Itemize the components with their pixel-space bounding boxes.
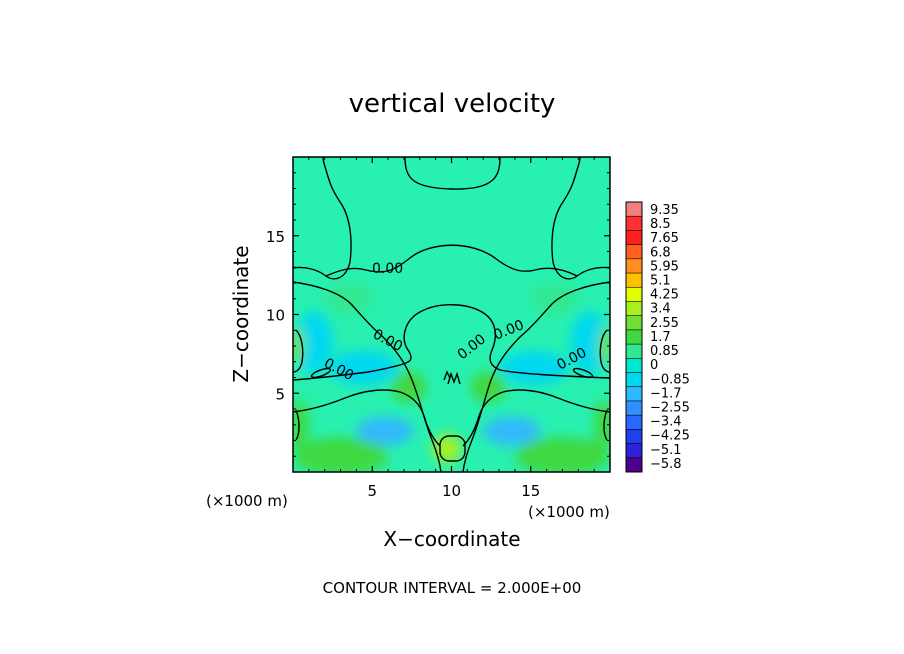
colorbar-swatch <box>626 244 642 260</box>
x-tick-label: 15 <box>521 482 540 500</box>
colorbar-swatch <box>626 202 642 217</box>
contour-line <box>293 304 610 381</box>
colorbar-label: 4.25 <box>650 288 679 303</box>
field-background <box>293 157 610 472</box>
colorbar-swatch <box>626 230 642 246</box>
colorbar-label: −1.7 <box>650 386 682 401</box>
contour-line <box>439 435 466 462</box>
field-patch <box>598 327 610 365</box>
colorbar-label: 6.8 <box>650 245 671 260</box>
contour-line <box>599 329 610 373</box>
colorbar-label: 5.1 <box>650 274 671 289</box>
contour-line <box>443 370 451 381</box>
colorbar-swatch <box>626 457 642 473</box>
y-tick-label: 15 <box>266 228 285 246</box>
x-axis-unit-left: (×1000 m) <box>206 492 288 510</box>
colorbar-frame <box>625 201 643 473</box>
y-tick-label: 10 <box>266 307 285 325</box>
colorbar-label: −4.25 <box>650 429 690 444</box>
contour-line <box>293 389 441 447</box>
field-patch <box>293 437 389 472</box>
colorbar-swatch <box>626 386 642 402</box>
field-patch <box>432 434 462 463</box>
colorbar-swatch <box>626 372 642 388</box>
x-axis: 5 10 15 <box>308 157 595 500</box>
contour-line <box>310 367 332 379</box>
colorbar-label: −2.55 <box>650 400 690 415</box>
contour-line <box>572 367 594 379</box>
contour-line <box>404 157 501 190</box>
colorbar-swatch <box>626 429 642 445</box>
y-axis: 5 10 15 <box>266 172 610 457</box>
colorbar-label: 2.55 <box>650 316 679 331</box>
contour-line <box>325 244 578 277</box>
plot-area: 0.00 0.00 0.00 0.00 0.00 0.00 <box>293 157 610 472</box>
chart-title: vertical velocity <box>349 89 556 119</box>
colorbar-swatch <box>626 400 642 416</box>
contour-line <box>603 409 608 441</box>
field-patch <box>570 311 609 375</box>
colorbar-label: 0 <box>650 358 658 373</box>
field-patch <box>293 327 305 365</box>
colorbar-swatch <box>626 329 642 345</box>
x-tick-label: 10 <box>442 482 461 500</box>
colorbar-label: 1.7 <box>650 330 671 345</box>
colorbar-label: −5.8 <box>650 457 682 472</box>
field-patch <box>391 371 427 403</box>
colorbar-label: 9.35 <box>650 203 679 218</box>
field-patch <box>530 283 579 315</box>
contour-line <box>462 281 610 472</box>
x-tick-label: 5 <box>367 482 377 500</box>
contour-line <box>293 281 442 472</box>
colorbar-swatch <box>626 273 642 288</box>
field-patch <box>499 350 569 386</box>
y-tick-label: 5 <box>275 385 285 403</box>
contour-interval-note: CONTOUR INTERVAL = 2.000E+00 <box>323 579 582 597</box>
y-axis-label: Z−coordinate <box>229 245 253 382</box>
colorbar-label: −5.1 <box>650 443 682 458</box>
contour-lines <box>293 157 610 472</box>
colorbar-label: 5.95 <box>650 259 679 274</box>
colorbar-label: −3.4 <box>650 415 682 430</box>
colorbar-label: 3.4 <box>650 302 671 317</box>
colorbar-swatch <box>626 344 642 359</box>
contour-line <box>462 389 610 447</box>
field-patch <box>514 437 610 472</box>
colorbar-label: 7.65 <box>650 231 679 246</box>
x-axis-label: X−coordinate <box>383 527 520 551</box>
contour-label: 0.00 <box>372 261 403 277</box>
contour-line <box>293 157 352 280</box>
field-patch <box>294 311 333 375</box>
field-patch <box>470 371 506 403</box>
colorbar-swatch <box>626 358 642 374</box>
colorbar-label: 0.85 <box>650 344 679 359</box>
colorbar-swatch <box>626 258 642 274</box>
colorbar-swatch <box>626 216 642 231</box>
colorbar-swatch <box>626 315 642 331</box>
x-axis-unit-right: (×1000 m) <box>528 503 610 521</box>
colorbar-swatch <box>626 287 642 302</box>
colorbar-swatch <box>626 415 642 430</box>
colorbar-label: −0.85 <box>650 372 690 387</box>
colorbar-swatch <box>626 301 642 317</box>
colorbar: 9.358.57.656.85.955.14.253.42.551.70.850… <box>625 201 690 473</box>
contour-line <box>295 409 300 441</box>
field-patch <box>329 350 400 386</box>
colorbar-label: 8.5 <box>650 217 671 232</box>
field-patch <box>483 416 541 446</box>
field-patch <box>324 283 373 315</box>
field-patch <box>356 416 414 446</box>
contour-line <box>551 157 610 280</box>
colorbar-swatch <box>626 443 642 459</box>
field-color-layer <box>293 283 610 472</box>
contour-line <box>293 329 304 373</box>
